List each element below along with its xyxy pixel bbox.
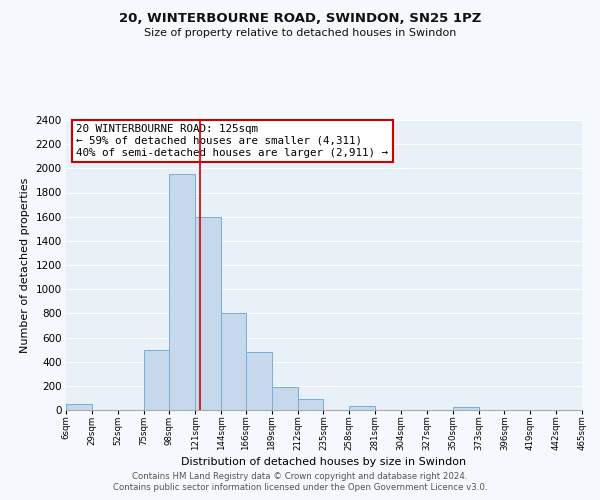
Bar (298, 399, 323, 410)
Text: 20, WINTERBOURNE ROAD, SWINDON, SN25 1PZ: 20, WINTERBOURNE ROAD, SWINDON, SN25 1PZ (119, 12, 481, 26)
Bar (246, 352, 272, 410)
X-axis label: Distribution of detached houses by size in Swindon: Distribution of detached houses by size … (181, 458, 467, 468)
Bar (349, 406, 375, 410)
Text: Contains public sector information licensed under the Open Government Licence v3: Contains public sector information licen… (113, 483, 487, 492)
Bar (221, 314, 246, 410)
Text: Size of property relative to detached houses in Swindon: Size of property relative to detached ho… (144, 28, 456, 38)
Bar (195, 216, 221, 410)
Bar (143, 350, 169, 410)
Bar (453, 407, 479, 410)
Bar (169, 174, 195, 410)
Text: 20 WINTERBOURNE ROAD: 125sqm
← 59% of detached houses are smaller (4,311)
40% of: 20 WINTERBOURNE ROAD: 125sqm ← 59% of de… (76, 124, 388, 158)
Bar (66, 404, 92, 410)
Text: Contains HM Land Registry data © Crown copyright and database right 2024.: Contains HM Land Registry data © Crown c… (132, 472, 468, 481)
Y-axis label: Number of detached properties: Number of detached properties (20, 178, 30, 352)
Bar (272, 387, 298, 410)
